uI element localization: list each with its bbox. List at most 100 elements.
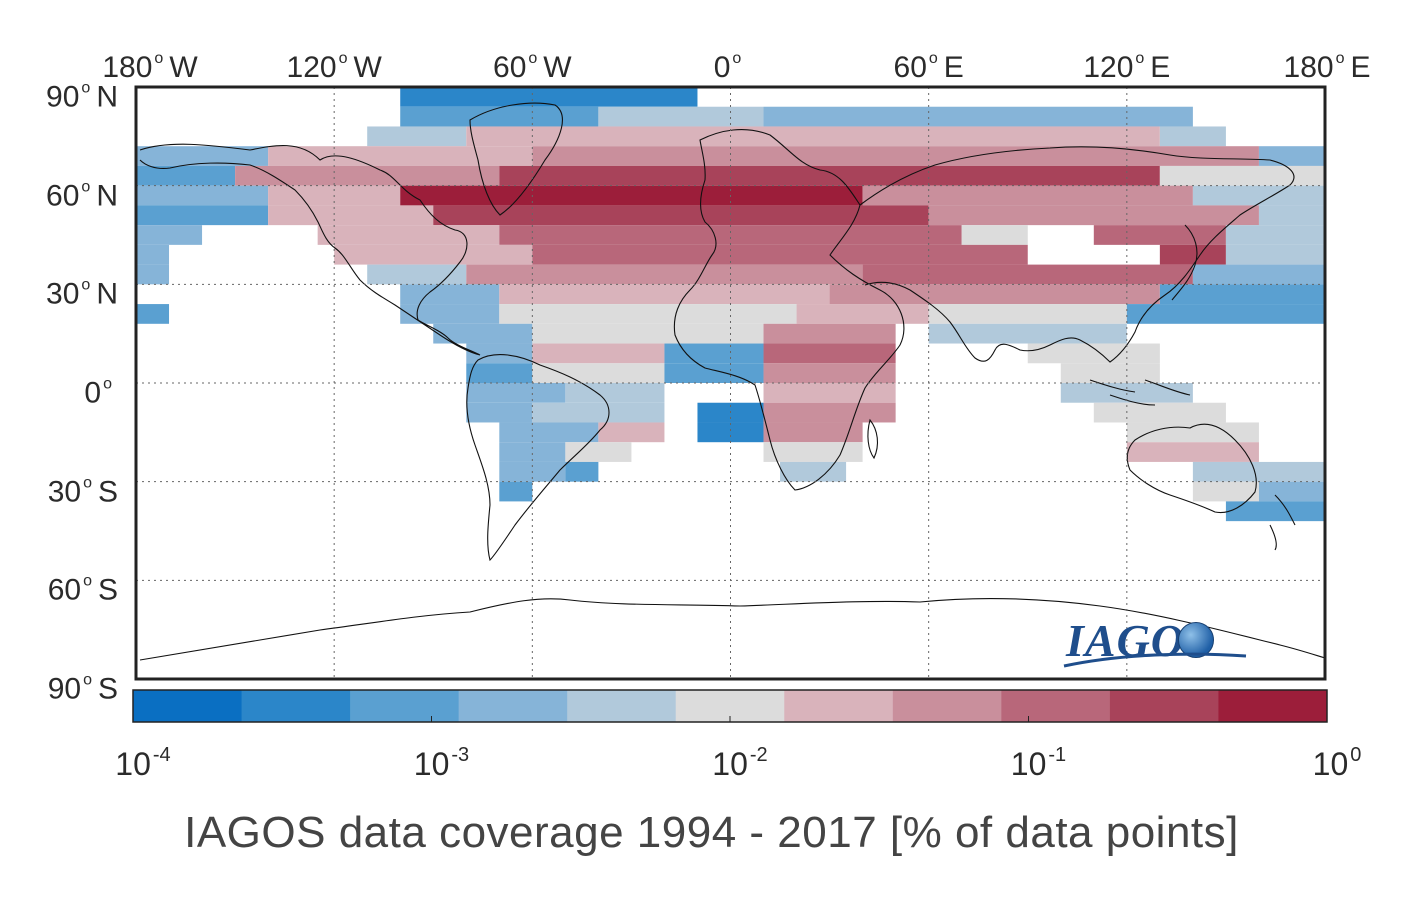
colorbar-swatch <box>1218 690 1328 722</box>
coverage-cell <box>1159 244 1226 265</box>
colorbar-swatch <box>1109 690 1219 722</box>
coverage-cell <box>268 146 533 166</box>
coverage-cell <box>400 304 500 324</box>
colorbar-swatch <box>350 690 460 722</box>
graticule <box>136 87 1325 679</box>
coverage-cell <box>268 205 434 226</box>
coverage-cells <box>136 87 1325 522</box>
colorbar-swatch <box>892 690 1002 722</box>
longitude-label: 180 o W <box>102 50 198 84</box>
colorbar-swatch <box>458 690 568 722</box>
coverage-cell <box>334 244 533 265</box>
coverage-cell <box>499 284 830 305</box>
coverage-cell <box>499 422 599 443</box>
coverage-cell <box>136 264 170 285</box>
coverage-cell <box>796 304 929 324</box>
japan-coastline <box>1171 224 1198 301</box>
coverage-cell <box>433 205 929 226</box>
asia-coastline <box>859 146 1295 363</box>
coverage-cell <box>763 343 896 364</box>
coverage-cell <box>1258 205 1325 226</box>
coverage-cell <box>400 106 599 127</box>
coverage-cell <box>664 363 764 383</box>
colorbar-swatch <box>784 690 894 722</box>
coverage-cell <box>1126 442 1259 462</box>
coverage-cell <box>664 343 764 364</box>
latitude-label: 90 o N <box>46 79 118 114</box>
latitude-label: 60 o N <box>46 178 118 213</box>
coastlines <box>139 102 1326 661</box>
coverage-cell <box>532 363 665 383</box>
madagascar-coastline <box>867 418 879 460</box>
coverage-cell <box>565 442 632 462</box>
coverage-cell <box>136 244 170 265</box>
coverage-cell <box>532 343 665 364</box>
coverage-cell <box>1192 461 1325 482</box>
coverage-cell <box>532 146 1259 166</box>
coverage-cell <box>928 205 1259 226</box>
coverage-cell <box>763 422 863 443</box>
coverage-cell <box>565 383 665 403</box>
colorbar-tick-label: 10 -1 <box>1010 744 1067 782</box>
coverage-cell <box>1093 225 1226 245</box>
coverage-cell <box>466 402 533 423</box>
coverage-cell <box>466 343 533 364</box>
colorbar-swatch <box>567 690 677 722</box>
coverage-cell <box>466 264 863 285</box>
coverage-cell <box>499 304 797 324</box>
coverage-cell <box>400 185 863 206</box>
coverage-cell <box>1126 422 1259 443</box>
colorbar-tick-label: 10 -3 <box>413 744 470 782</box>
antarctica-coastline <box>139 597 1326 661</box>
coverage-cell <box>1225 225 1325 245</box>
coverage-cell <box>598 422 665 443</box>
coverage-cell <box>499 165 1160 186</box>
coverage-cell <box>499 481 533 502</box>
coverage-cell <box>697 422 764 443</box>
colorbar-swatch <box>133 690 243 722</box>
logo-swoosh <box>1063 652 1247 668</box>
coverage-cell <box>136 205 269 226</box>
coverage-cell <box>928 304 1127 324</box>
coverage-cell <box>466 126 1160 147</box>
coverage-cell <box>136 146 269 166</box>
colorbar-tick-label: 10 -2 <box>712 744 768 782</box>
coverage-cell <box>532 244 1028 265</box>
south-america-coastline <box>466 354 610 562</box>
coverage-cell <box>598 106 764 127</box>
coverage-cell <box>1159 165 1325 186</box>
coverage-cell <box>499 442 566 462</box>
colorbar-swatch <box>241 690 351 722</box>
coverage-cell <box>1159 126 1226 147</box>
coverage-cell <box>1258 146 1325 166</box>
coverage-cell <box>780 461 847 482</box>
coverage-cell <box>532 402 665 423</box>
latitude-label: 90 o S <box>47 671 118 706</box>
coverage-cell <box>862 264 1193 285</box>
coverage-cell <box>1060 383 1193 403</box>
iagos-logo: IAGOS <box>1060 612 1250 670</box>
coverage-cell <box>367 264 467 285</box>
coverage-cell <box>829 284 1160 305</box>
longitude-label: 120 o E <box>1083 50 1171 84</box>
indonesia-coastline <box>1089 379 1191 406</box>
coverage-cell <box>763 323 896 344</box>
latitude-label: 30 o S <box>47 474 118 509</box>
coverage-cell <box>763 106 1193 127</box>
coverage-cell <box>1192 264 1325 285</box>
coverage-cell <box>961 225 1028 245</box>
coverage-cell <box>317 225 500 245</box>
coverage-cell <box>763 442 863 462</box>
coverage-cell <box>136 165 236 186</box>
longitude-label: 180 o E <box>1283 50 1371 84</box>
greenland-coastline <box>469 102 563 216</box>
colorbar <box>132 689 1328 723</box>
new-zealand-coastline <box>1269 494 1296 551</box>
latitude-label: 30 o N <box>46 276 118 311</box>
longitude-label: 60 o W <box>493 50 572 84</box>
coverage-cell <box>1225 501 1325 522</box>
latitude-label: 60 o S <box>47 572 118 607</box>
colorbar-tick-label: 10 0 <box>1312 744 1362 782</box>
